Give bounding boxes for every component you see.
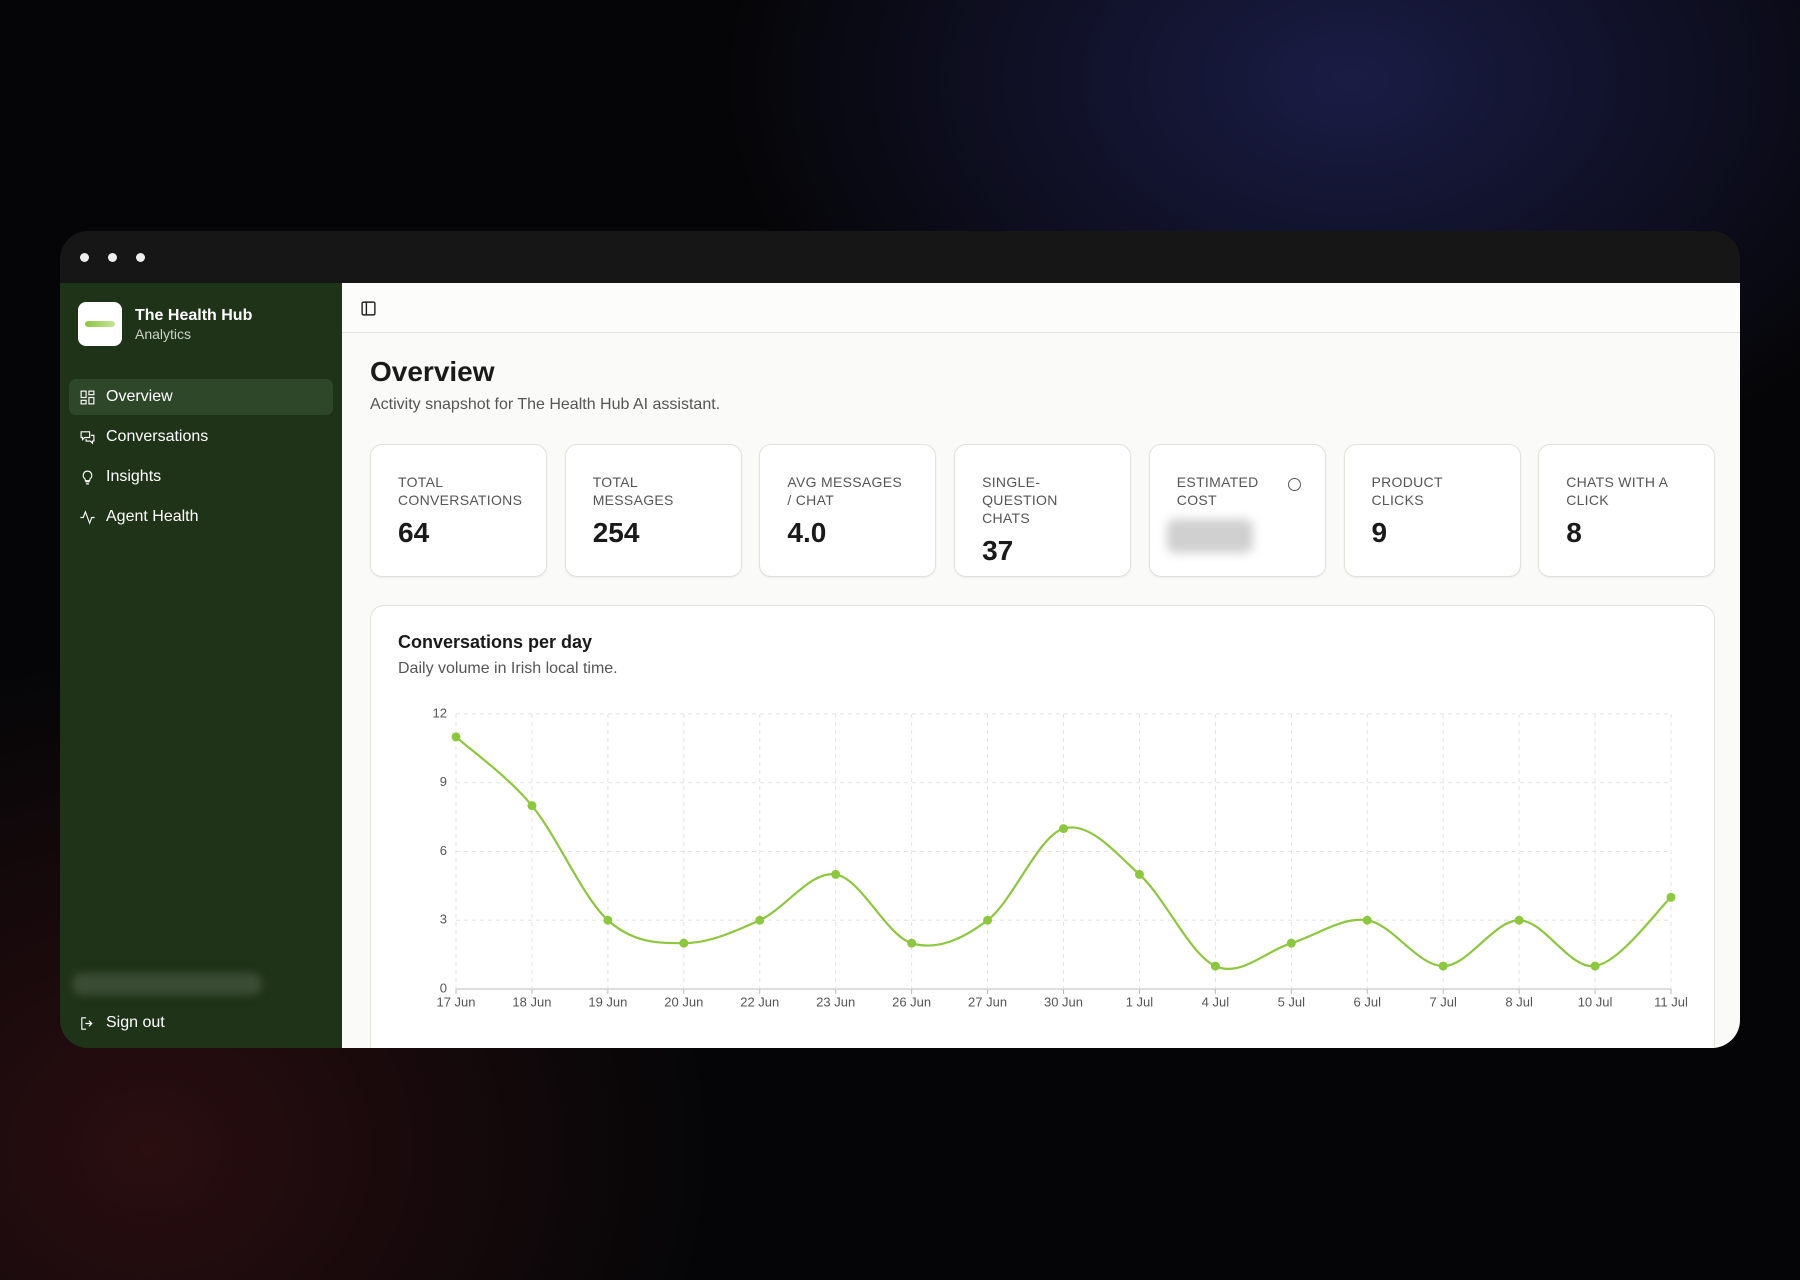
stat-value: 37 bbox=[982, 535, 1014, 566]
chart-title: Conversations per day bbox=[398, 632, 592, 652]
chart: Conversations per day Daily volume in Ir… bbox=[398, 632, 1688, 1010]
x-tick-label: 4 Jul bbox=[1202, 994, 1230, 1009]
data-point bbox=[1666, 892, 1676, 902]
stat-value: 8 bbox=[1566, 517, 1582, 548]
y-tick-label: 12 bbox=[433, 705, 447, 720]
data-point bbox=[1362, 915, 1372, 925]
data-point bbox=[1134, 869, 1144, 879]
user-email-blurred bbox=[72, 973, 262, 995]
nav-label: Conversations bbox=[106, 428, 209, 445]
x-tick-label: 1 Jul bbox=[1126, 994, 1154, 1009]
stat-label: TOTAL MESSAGES bbox=[592, 474, 674, 508]
blurred-value bbox=[1166, 519, 1253, 553]
x-tick-label: 11 Jul bbox=[1654, 994, 1688, 1009]
stat-card: PRODUCT CLICKS 9 bbox=[1343, 444, 1521, 577]
x-tick-label: 8 Jul bbox=[1505, 994, 1533, 1009]
window-dot bbox=[108, 253, 117, 262]
stat-label: CHATS WITH A CLICK bbox=[1566, 474, 1668, 508]
nav-label: Overview bbox=[106, 388, 173, 405]
nav-label: Insights bbox=[106, 468, 162, 485]
stat-label: TOTAL CONVERSATIONS bbox=[398, 474, 523, 508]
sign-out-label: Sign out bbox=[106, 1014, 165, 1031]
stat-card: AVG MESSAGES / CHAT 4.0 bbox=[759, 444, 937, 577]
y-tick-label: 9 bbox=[440, 774, 447, 789]
nav-item[interactable]: Overview bbox=[69, 379, 333, 415]
stat-label: ESTIMATED COST bbox=[1176, 474, 1259, 508]
nav-item[interactable]: Insights bbox=[69, 459, 333, 495]
sign-out[interactable]: Sign out bbox=[69, 1005, 333, 1041]
data-point bbox=[1210, 961, 1220, 971]
window-dot bbox=[136, 253, 145, 262]
brand-name: The Health Hub bbox=[135, 307, 253, 324]
x-tick-label: 26 Jun bbox=[892, 994, 931, 1009]
data-point bbox=[603, 915, 613, 925]
y-tick-label: 6 bbox=[440, 843, 447, 858]
stat-card: ESTIMATED COST bbox=[1148, 444, 1326, 577]
window-dot bbox=[80, 253, 89, 262]
data-point bbox=[907, 938, 917, 948]
data-point bbox=[1590, 961, 1600, 971]
info-icon[interactable] bbox=[1287, 478, 1301, 491]
data-point bbox=[1438, 961, 1448, 971]
logo bbox=[78, 302, 122, 346]
nav-item[interactable]: Agent Health bbox=[69, 499, 333, 535]
x-tick-label: 20 Jun bbox=[664, 994, 703, 1009]
stat-card: TOTAL MESSAGES 254 bbox=[564, 444, 742, 577]
chart-subtitle: Daily volume in Irish local time. bbox=[398, 660, 618, 677]
x-tick-label: 7 Jul bbox=[1429, 994, 1457, 1009]
page-title: Overview bbox=[370, 356, 495, 387]
x-tick-label: 19 Jun bbox=[588, 994, 627, 1009]
x-tick-label: 30 Jun bbox=[1044, 994, 1083, 1009]
x-tick-label: 17 Jun bbox=[436, 994, 475, 1009]
brand-subtitle: Analytics bbox=[135, 326, 192, 342]
page-subtitle: Activity snapshot for The Health Hub AI … bbox=[370, 396, 721, 413]
data-point bbox=[983, 915, 993, 925]
main: Overview Activity snapshot for The Healt… bbox=[342, 283, 1740, 1048]
stat-value: 64 bbox=[398, 517, 430, 548]
stat-card: SINGLE-QUESTION CHATS 37 bbox=[954, 444, 1132, 577]
x-tick-label: 27 Jun bbox=[968, 994, 1007, 1009]
app-window: The Health Hub Analytics Overview Conver… bbox=[60, 231, 1740, 1048]
stat-value: 9 bbox=[1371, 517, 1388, 548]
x-tick-label: 10 Jul bbox=[1578, 994, 1613, 1009]
x-tick-label: 22 Jun bbox=[740, 994, 779, 1009]
stat-card: CHATS WITH A CLICK 8 bbox=[1538, 444, 1716, 577]
data-point bbox=[755, 915, 765, 925]
data-point bbox=[1286, 938, 1296, 948]
data-point bbox=[1059, 824, 1068, 834]
data-point bbox=[679, 938, 689, 948]
stat-card: TOTAL CONVERSATIONS 64 bbox=[370, 444, 547, 577]
sidebar-toggle[interactable] bbox=[360, 300, 377, 317]
x-tick-label: 18 Jun bbox=[512, 994, 551, 1009]
y-tick-label: 3 bbox=[440, 912, 447, 927]
stat-label: PRODUCT CLICKS bbox=[1371, 474, 1443, 508]
data-point bbox=[831, 869, 841, 879]
header bbox=[342, 283, 1740, 333]
sidebar: The Health Hub Analytics Overview Conver… bbox=[60, 283, 342, 1048]
x-tick-label: 23 Jun bbox=[816, 994, 855, 1009]
nav-label: Agent Health bbox=[106, 508, 199, 525]
x-tick-label: 5 Jul bbox=[1278, 994, 1306, 1009]
stat-label: AVG MESSAGES / CHAT bbox=[787, 474, 902, 508]
chart-card: Conversations per day Daily volume in Ir… bbox=[370, 605, 1715, 1048]
data-point bbox=[1514, 915, 1524, 925]
stat-value: 254 bbox=[592, 517, 640, 548]
y-tick-label: 0 bbox=[440, 980, 447, 995]
x-tick-label: 6 Jul bbox=[1354, 994, 1382, 1009]
stat-value: 4.0 bbox=[787, 517, 827, 548]
nav-item[interactable]: Conversations bbox=[69, 419, 333, 455]
stat-label: SINGLE-QUESTION CHATS bbox=[982, 474, 1058, 526]
data-point bbox=[451, 732, 461, 742]
data-point bbox=[527, 801, 537, 811]
